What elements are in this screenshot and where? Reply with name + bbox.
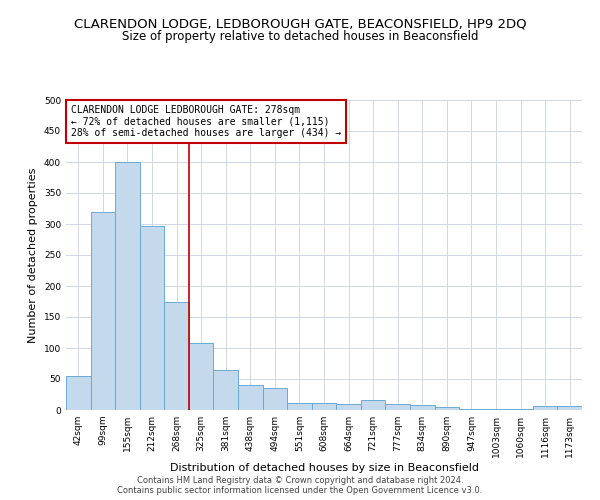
Bar bbox=[336, 404, 361, 410]
Bar bbox=[66, 376, 91, 410]
Bar bbox=[557, 406, 582, 410]
Bar bbox=[361, 400, 385, 410]
Bar bbox=[164, 302, 189, 410]
Bar bbox=[238, 385, 263, 410]
Bar bbox=[115, 162, 140, 410]
Bar bbox=[434, 407, 459, 410]
Text: CLARENDON LODGE LEDBOROUGH GATE: 278sqm
← 72% of detached houses are smaller (1,: CLARENDON LODGE LEDBOROUGH GATE: 278sqm … bbox=[71, 104, 341, 138]
Text: CLARENDON LODGE, LEDBOROUGH GATE, BEACONSFIELD, HP9 2DQ: CLARENDON LODGE, LEDBOROUGH GATE, BEACON… bbox=[74, 18, 526, 30]
Bar bbox=[263, 388, 287, 410]
Bar bbox=[189, 343, 214, 410]
Y-axis label: Number of detached properties: Number of detached properties bbox=[28, 168, 38, 342]
Text: Contains public sector information licensed under the Open Government Licence v3: Contains public sector information licen… bbox=[118, 486, 482, 495]
Bar bbox=[312, 403, 336, 410]
Bar bbox=[91, 212, 115, 410]
Bar bbox=[287, 402, 312, 410]
Bar bbox=[214, 370, 238, 410]
Bar bbox=[459, 409, 484, 410]
Bar bbox=[533, 406, 557, 410]
Text: Contains HM Land Registry data © Crown copyright and database right 2024.: Contains HM Land Registry data © Crown c… bbox=[137, 476, 463, 485]
Bar bbox=[140, 226, 164, 410]
Bar bbox=[410, 405, 434, 410]
X-axis label: Distribution of detached houses by size in Beaconsfield: Distribution of detached houses by size … bbox=[170, 462, 479, 472]
Bar bbox=[385, 404, 410, 410]
Text: Size of property relative to detached houses in Beaconsfield: Size of property relative to detached ho… bbox=[122, 30, 478, 43]
